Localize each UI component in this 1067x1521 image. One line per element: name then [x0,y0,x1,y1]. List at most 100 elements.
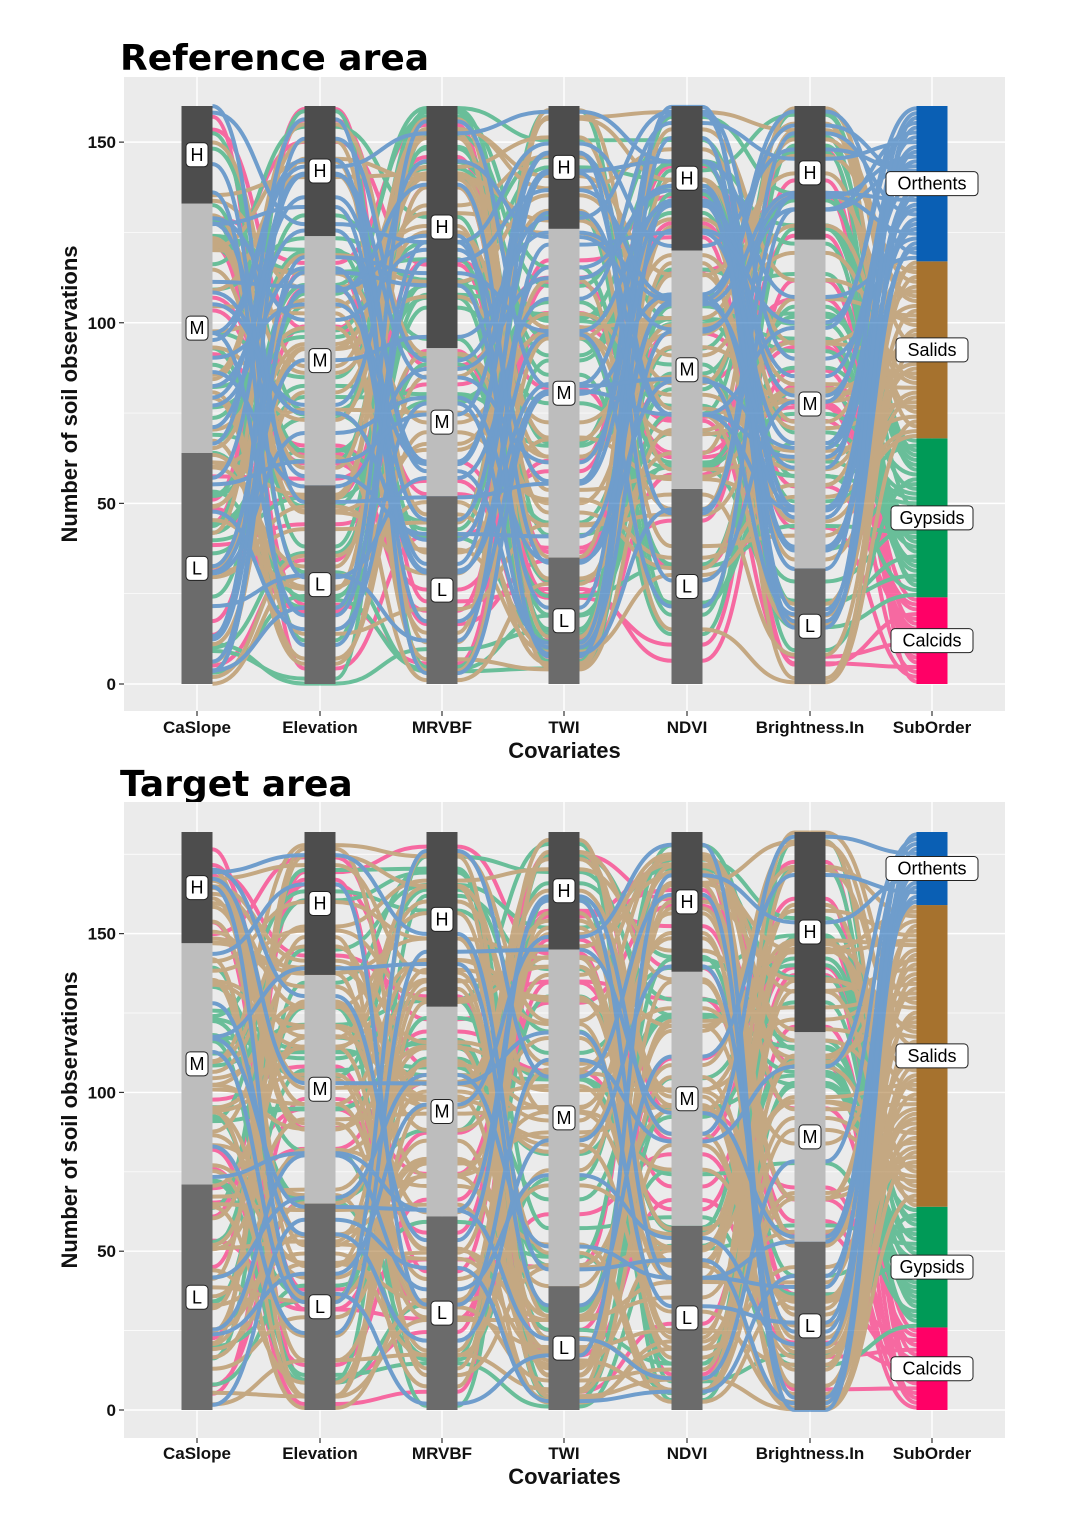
stratum-labels: L M H L M H L M H L M H L M H L M H Calcids Gypsids Salids Or… [185,856,979,1382]
flow-thread [212,116,918,673]
flow-thread [212,837,917,1307]
stratum-label-box [675,573,699,599]
flow-thread [212,856,918,1325]
stratum-label-box [885,856,979,882]
stratum-label: M [803,1127,818,1147]
flow-thread [212,895,918,1343]
stratum-label: Orthents [897,174,966,194]
flow-thread [212,1104,917,1407]
x-axis: CaSlope Elevation MRVBF TWI NDVI Brightness.I… [163,1438,972,1489]
y-tick-label: 100 [88,314,116,333]
stratum-label-box [675,165,699,191]
stratum-label-box [890,628,974,654]
flow-thread [212,864,917,1399]
stratum-label: H [558,157,571,177]
chart-title: Reference area [120,38,429,79]
chart-title: Target area [120,764,353,805]
flow-thread [212,842,918,1400]
flow-thread [212,911,917,1360]
chart-panel-reference: Reference area L M H L M H L M H L M H L M H L M H Calcids G… [57,38,1005,763]
flow-thread [212,919,917,1399]
stratum-label: L [805,616,815,636]
flow-thread [211,109,917,639]
stratum-label-box [885,171,979,197]
x-axis-title: Covariates [508,738,621,763]
stratum-label: M [190,318,205,338]
stratum-label-box [430,214,454,240]
flow-thread [212,104,918,612]
flow-thread [212,146,917,504]
x-tick-label: MRVBF [412,718,472,737]
stratum-label: M [313,351,328,371]
stratum-label-box [308,158,332,184]
y-axis: 0 50 100 150 Number of soil observations [57,133,124,694]
stratum-label: H [804,922,817,942]
stratum-label: M [680,1089,695,1109]
flow-thread [211,853,917,1346]
flow-thread [212,967,917,1383]
flow-thread [211,104,917,504]
stratum-label: M [190,1054,205,1074]
stratum-label: Gypsids [899,1257,964,1277]
y-tick-label: 50 [97,1242,116,1261]
stratum-label: L [437,1303,447,1323]
stratum-label-box [430,577,454,603]
flow-thread [212,848,918,1412]
flow-thread [212,888,918,1372]
stratum-label: H [191,145,204,165]
x-tick-label: MRVBF [412,1444,472,1463]
stratum-label-box [552,1335,576,1361]
stratum-label-box [430,409,454,435]
x-axis: CaSlope Elevation MRVBF TWI NDVI Brightness.I… [163,711,972,763]
stratum-label-box [798,1124,822,1150]
stratum-label: L [682,576,692,596]
x-tick-label: CaSlope [163,718,231,737]
flow-thread [212,141,917,618]
stratum-label-box [430,1300,454,1326]
x-tick-label: Elevation [282,1444,358,1463]
stratum-label: H [436,217,449,237]
stratum-label: H [314,893,327,913]
stratum-label: M [313,1079,328,1099]
flow-thread [212,850,917,1354]
stratum-label: H [681,168,694,188]
stratum-label: L [682,1308,692,1328]
x-tick-label: SubOrder [893,1444,972,1463]
stratum-label-box [552,878,576,904]
flow-thread [212,873,917,1201]
flow-thread [212,207,917,522]
stratum-label: L [559,1338,569,1358]
y-tick-label: 150 [88,925,116,944]
stratum-label-box [890,1254,974,1280]
flow-thread [211,125,918,642]
flow-thread [212,130,917,407]
stratum-label: M [680,360,695,380]
stratum-label-box [895,337,969,363]
stratum-label: Calcids [902,1359,961,1379]
stratum-labels: L M H L M H L M H L M H L M H L M H Calcids Gypsids Salids Or… [185,142,979,654]
flow-thread [212,278,917,685]
flow-thread [212,131,917,566]
flow-thread [212,154,917,650]
stratum-label-box [890,505,974,531]
flow-thread [211,121,917,580]
flow-thread [212,107,917,681]
stratum-label-box [552,1105,576,1131]
y-tick-label: 0 [107,675,116,694]
y-tick-label: 100 [88,1083,116,1102]
x-tick-label: TWI [548,1444,579,1463]
stratum-label-box [185,1051,209,1077]
flow-thread [212,863,917,1404]
x-tick-label: NDVI [667,718,708,737]
stratum-label-box [185,315,209,341]
flow-thread [212,314,917,672]
flow-thread [212,258,917,631]
stratum-label: Salids [907,1046,956,1066]
stratum-label-box [308,572,332,598]
stratum-label-box [430,1098,454,1124]
flow-thread [211,149,918,647]
stratum-label-box [675,889,699,915]
y-tick-label: 150 [88,133,116,152]
flow-thread [212,109,917,520]
